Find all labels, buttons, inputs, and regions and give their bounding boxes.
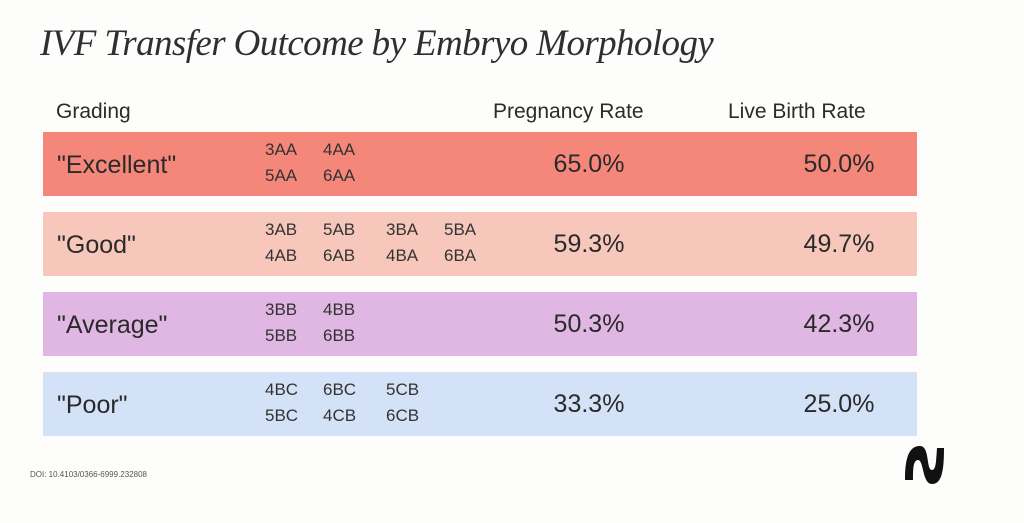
grade-code: 5BA: [444, 220, 477, 239]
row-label: "Poor": [57, 391, 128, 419]
brand-n-logo-icon: [905, 446, 944, 484]
grade-code: 6BA: [444, 246, 477, 265]
live-birth-rate-value: 42.3%: [803, 310, 875, 338]
grade-code: 4BC: [265, 380, 299, 399]
table-row-excellent: "Excellent" 3AA 4AA 5AA 6AA 65.0% 50.0%: [43, 132, 917, 196]
pregnancy-rate-value: 65.0%: [553, 150, 625, 178]
header-pregnancy-rate: Pregnancy Rate: [493, 100, 644, 123]
doi-citation: DOI: 10.4103/0366-6999.232808: [30, 470, 147, 479]
live-birth-rate-value: 50.0%: [803, 150, 875, 178]
grade-codes: 4BC 6BC 5CB 5BC 4CB 6CB: [265, 380, 515, 426]
grade-code: 5BB: [265, 326, 298, 345]
row-label: "Good": [57, 231, 136, 259]
row-label: "Excellent": [57, 151, 177, 179]
grade-code: [386, 140, 444, 160]
grade-codes: 3AA 4AA 5AA 6AA: [265, 140, 515, 186]
grade-code: [444, 300, 502, 320]
grade-code: 3AA: [265, 140, 298, 159]
live-birth-rate-value: 25.0%: [803, 390, 875, 418]
pregnancy-rate-value: 33.3%: [553, 390, 625, 418]
grade-code: [444, 380, 502, 400]
chart-title: IVF Transfer Outcome by Embryo Morpholog…: [40, 23, 714, 64]
live-birth-rate-value: 49.7%: [803, 230, 875, 258]
grade-code: 6AA: [323, 166, 356, 185]
grade-code: [444, 406, 502, 426]
grade-code: 4BB: [323, 300, 356, 319]
pregnancy-rate-value: 59.3%: [553, 230, 625, 258]
grade-code: 3BA: [386, 220, 419, 239]
pregnancy-rate-value: 50.3%: [553, 310, 625, 338]
table-row-good: "Good" 3AB 5AB 3BA 5BA 4AB 6AB 4BA 6BA 5…: [43, 212, 917, 276]
grade-code: 5AB: [323, 220, 356, 239]
grade-code: [386, 300, 444, 320]
grade-codes: 3BB 4BB 5BB 6BB: [265, 300, 515, 346]
grade-code: [444, 326, 502, 346]
grade-code: 4CB: [323, 406, 357, 425]
grade-code: 4AA: [323, 140, 356, 159]
grade-code: 6CB: [386, 406, 420, 425]
grade-code: [386, 166, 444, 186]
grade-codes: 3AB 5AB 3BA 5BA 4AB 6AB 4BA 6BA: [265, 220, 515, 266]
grade-code: 4BA: [386, 246, 419, 265]
grade-code: 6BB: [323, 326, 356, 345]
grade-code: 6AB: [323, 246, 356, 265]
table-row-poor: "Poor" 4BC 6BC 5CB 5BC 4CB 6CB 33.3% 25.…: [43, 372, 917, 436]
grade-code: 3AB: [265, 220, 298, 239]
grade-code: [444, 166, 502, 186]
header-grading: Grading: [56, 100, 131, 123]
grade-code: [444, 140, 502, 160]
grade-code: 5CB: [386, 380, 420, 399]
grade-code: [386, 326, 444, 346]
grade-code: 4AB: [265, 246, 298, 265]
grade-code: 5AA: [265, 166, 298, 185]
grade-code: 3BB: [265, 300, 298, 319]
row-label: "Average": [57, 311, 168, 339]
grade-code: 6BC: [323, 380, 357, 399]
grade-code: 5BC: [265, 406, 299, 425]
header-live-birth-rate: Live Birth Rate: [728, 100, 866, 123]
table-row-average: "Average" 3BB 4BB 5BB 6BB 50.3% 42.3%: [43, 292, 917, 356]
